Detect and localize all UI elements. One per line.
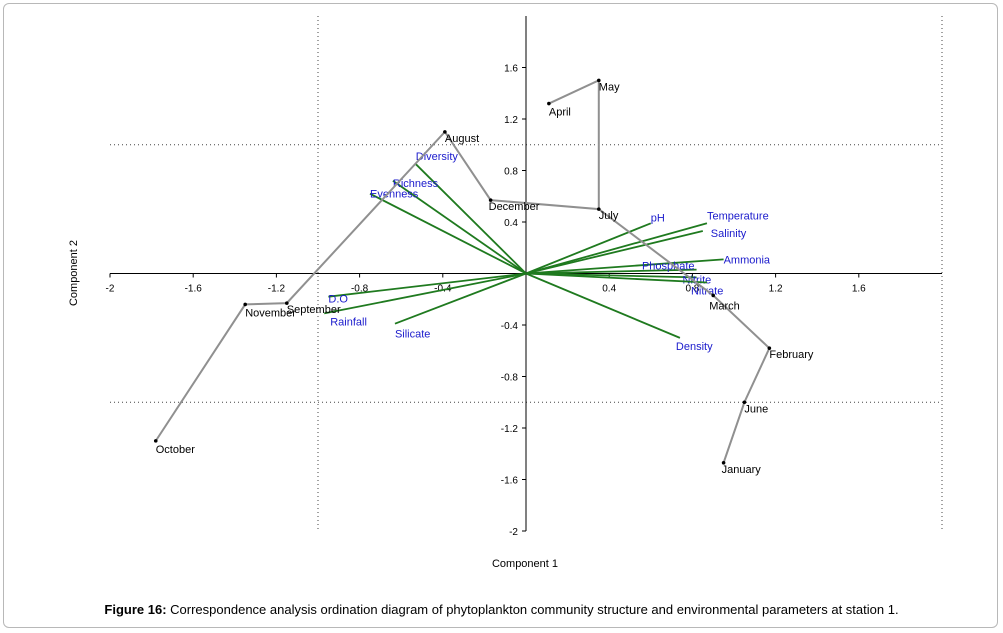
vector-label: Phosphate: [642, 261, 695, 273]
x-tick-label: 1.6: [852, 284, 866, 295]
month-label: June: [744, 403, 768, 415]
month-point: [597, 78, 601, 83]
month-label: February: [769, 349, 814, 361]
vector-label: Density: [676, 341, 713, 353]
vector-evenness: [369, 192, 527, 275]
month-point: [243, 302, 247, 307]
vector-label: Ammonia: [724, 254, 771, 266]
vector-label: Rainfall: [330, 316, 367, 328]
vector-phosphate: [525, 268, 697, 275]
caption-label: Figure 16:: [104, 602, 167, 617]
month-point: [443, 130, 447, 134]
x-tick-label: 1.2: [769, 284, 783, 295]
month-point: [153, 439, 158, 443]
y-tick-label: 1.6: [504, 64, 518, 75]
figure-caption: Figure 16: Correspondence analysis ordin…: [0, 602, 1003, 617]
y-tick-label: 1.2: [504, 115, 518, 126]
x-tick-label: 0.4: [602, 284, 616, 295]
vector-richness: [392, 180, 527, 275]
month-label: August: [445, 133, 479, 145]
x-axis-title: Component 1: [492, 558, 558, 570]
month-point: [711, 293, 715, 298]
month-point: [721, 460, 726, 465]
month-path-line: [154, 130, 771, 464]
month-point: [285, 301, 289, 305]
vector-label: Silicate: [395, 329, 430, 341]
vector-ammonia: [525, 258, 724, 275]
caption-text: Correspondence analysis ordination diagr…: [166, 602, 899, 617]
ordination-chart: -2 -1.6 -1.2 -0.8 -0.4 0.4 0.8 1.2 1.6 1.6 1.2 0.8 0…: [68, 16, 943, 570]
month-label: May: [599, 81, 620, 93]
month-point: [597, 207, 601, 211]
month-label: November: [245, 307, 296, 319]
vector-label: D.O: [328, 294, 348, 306]
vector-diversity: [415, 163, 527, 275]
figure-frame: [3, 3, 998, 628]
vector-salinity: [525, 230, 704, 275]
vector-rainfall: [324, 272, 527, 315]
month-point: [488, 198, 493, 202]
month-label: January: [722, 464, 762, 476]
vector-label: Evenness: [370, 189, 419, 201]
y-axis-title: Component 2: [68, 240, 80, 306]
y-tick-label: -1.6: [501, 476, 519, 487]
month-path-line: [548, 78, 600, 210]
x-tick-label: 0.8: [685, 284, 699, 295]
x-tick-label: -1.2: [268, 284, 286, 295]
x-tick-label: -0.8: [351, 284, 369, 295]
x-tick-label: -1.6: [185, 284, 203, 295]
month-label: July: [599, 210, 619, 222]
vector-label: Diversity: [416, 151, 459, 163]
month-point: [742, 400, 747, 405]
vector-silicate: [394, 272, 527, 325]
y-tick-label: -0.8: [501, 373, 519, 384]
vector-label: Salinity: [711, 228, 747, 240]
month-label: December: [489, 201, 540, 213]
y-tick-label: -0.4: [501, 321, 519, 332]
vector-temperature: [525, 222, 708, 275]
month-label: April: [549, 107, 571, 119]
vector-do: [328, 272, 527, 298]
y-tick-label: -1.2: [501, 424, 519, 435]
month-label: October: [156, 444, 195, 456]
vector-label: pH: [651, 212, 665, 224]
y-tick-label: 0.4: [504, 218, 518, 229]
y-tick-label: 0.8: [504, 167, 518, 178]
month-point: [767, 346, 772, 350]
vector-label: Richness: [393, 178, 439, 190]
month-point: [547, 101, 551, 106]
vector-label: Temperature: [707, 210, 769, 222]
vector-nitrate: [525, 272, 708, 284]
vector-density: [525, 272, 681, 339]
month-label: September: [287, 304, 341, 316]
month-label: March: [709, 300, 740, 312]
x-tick-label: -2: [106, 284, 115, 295]
y-tick-label: -2: [509, 527, 518, 538]
